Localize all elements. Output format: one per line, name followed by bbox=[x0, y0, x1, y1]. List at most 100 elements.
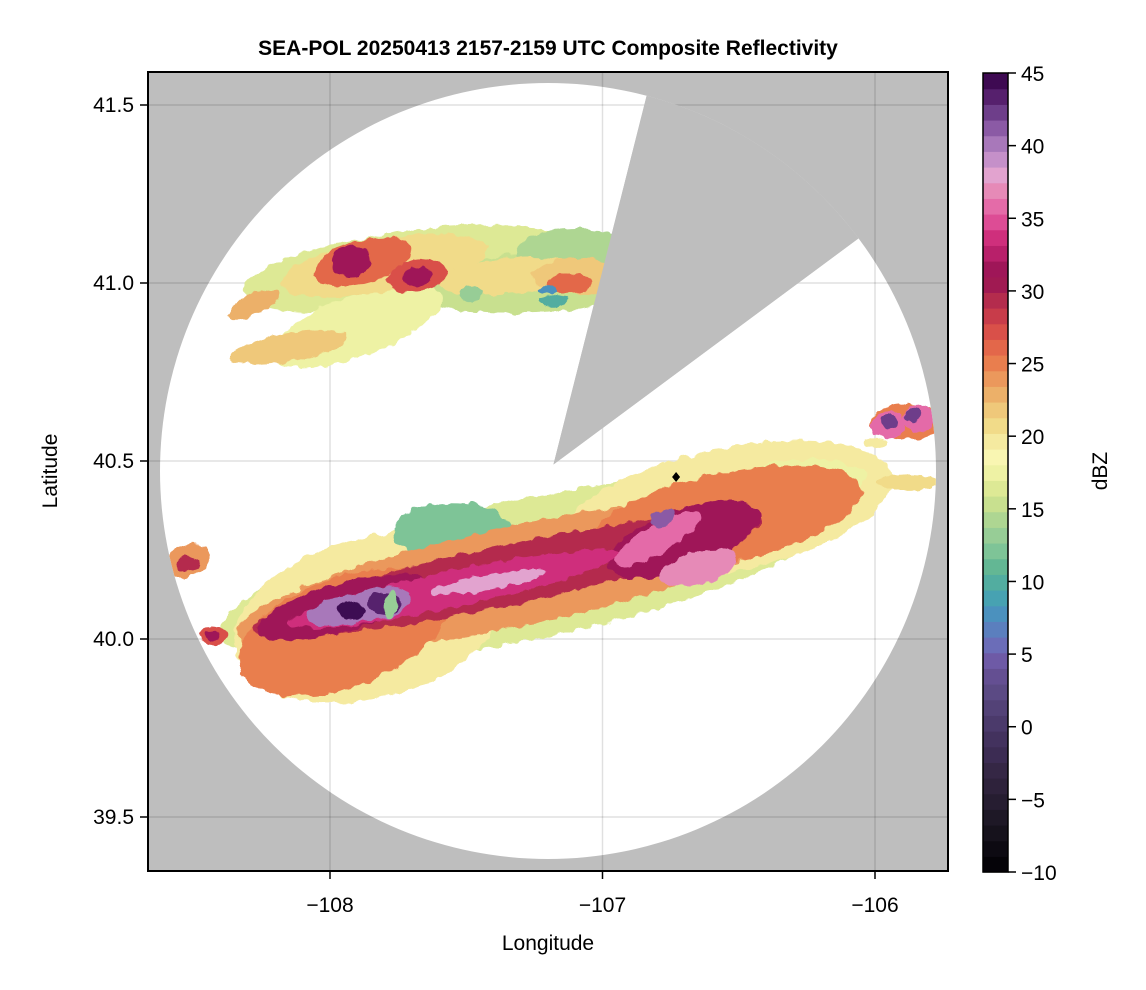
colorbar-band bbox=[983, 543, 1008, 560]
echo-cell bbox=[863, 438, 887, 449]
colorbar-band bbox=[983, 73, 1008, 90]
y-tick-label: 41.0 bbox=[93, 272, 134, 295]
colorbar-tick-label: 25 bbox=[1021, 354, 1044, 377]
colorbar-band bbox=[983, 449, 1008, 466]
colorbar-band bbox=[983, 527, 1008, 544]
x-axis-label: Longitude bbox=[502, 932, 594, 955]
colorbar-band bbox=[983, 135, 1008, 152]
plot-area bbox=[148, 72, 948, 871]
colorbar-band bbox=[983, 762, 1008, 779]
echo-cell bbox=[880, 414, 897, 429]
colorbar-tick-label: −5 bbox=[1021, 789, 1045, 812]
colorbar-band bbox=[983, 104, 1008, 121]
colorbar-band bbox=[983, 731, 1008, 748]
colorbar-band bbox=[983, 229, 1008, 246]
colorbar-tick-label: 20 bbox=[1021, 426, 1044, 449]
colorbar-band bbox=[983, 167, 1008, 184]
echo-cell bbox=[227, 289, 280, 320]
colorbar-tick-label: 10 bbox=[1021, 571, 1044, 594]
echo-cell bbox=[459, 285, 484, 302]
echo-cell bbox=[428, 568, 548, 596]
colorbar-tick-label: 5 bbox=[1021, 644, 1033, 667]
colorbar-band bbox=[983, 825, 1008, 842]
colorbar-tick-label: 40 bbox=[1021, 136, 1044, 159]
colorbar-band bbox=[983, 684, 1008, 701]
y-tick-label: 39.5 bbox=[93, 806, 134, 829]
echo-cell bbox=[539, 294, 568, 307]
colorbar-ticks: −10 −5 0 5 10 15 20 25 30 35 40 45 bbox=[1008, 63, 1057, 885]
echo-cell bbox=[613, 511, 701, 568]
colorbar-band bbox=[983, 778, 1008, 795]
y-axis-label: Latitude bbox=[39, 434, 62, 509]
colorbar-tick-label: 30 bbox=[1021, 281, 1044, 304]
colorbar-frame bbox=[982, 72, 1009, 873]
y-axis: 39.5 40.0 40.5 41.0 41.5 bbox=[93, 94, 148, 829]
echo-cell bbox=[331, 245, 372, 278]
colorbar-band bbox=[983, 276, 1008, 293]
colorbar-band bbox=[983, 386, 1008, 403]
echo-cell bbox=[382, 589, 398, 618]
colorbar-band bbox=[983, 637, 1008, 654]
colorbar-band bbox=[983, 323, 1008, 340]
colorbar-tick-label: 35 bbox=[1021, 208, 1044, 231]
colorbar-band bbox=[983, 793, 1008, 810]
x-tick-label: −106 bbox=[851, 894, 898, 917]
colorbar-band bbox=[983, 668, 1008, 685]
radar-site-marker bbox=[672, 472, 681, 483]
colorbar-band bbox=[983, 496, 1008, 513]
colorbar-band bbox=[983, 417, 1008, 434]
echo-cell bbox=[403, 265, 432, 286]
echo-cell bbox=[337, 600, 366, 621]
echo-cell bbox=[204, 630, 221, 641]
colorbar-label: dBZ bbox=[1089, 452, 1112, 491]
colorbar-band bbox=[983, 746, 1008, 763]
colorbar-tick-label: 45 bbox=[1021, 63, 1044, 86]
colorbar-band bbox=[983, 402, 1008, 419]
y-tick-label: 41.5 bbox=[93, 94, 134, 117]
plot-frame bbox=[147, 71, 949, 872]
colorbar-band bbox=[983, 433, 1008, 450]
colorbar-band bbox=[983, 339, 1008, 356]
colorbar-band bbox=[983, 574, 1008, 591]
echo-cell bbox=[229, 329, 349, 365]
colorbar-band bbox=[983, 652, 1008, 669]
colorbar-band bbox=[983, 621, 1008, 638]
colorbar-band bbox=[983, 699, 1008, 716]
colorbar bbox=[982, 72, 1009, 873]
colorbar-band bbox=[983, 856, 1008, 873]
echo-cell bbox=[875, 474, 936, 491]
y-tick-label: 40.5 bbox=[93, 450, 134, 473]
echo-cell bbox=[659, 549, 737, 587]
colorbar-band bbox=[983, 198, 1008, 215]
colorbar-band bbox=[983, 214, 1008, 231]
colorbar-tick-label: 15 bbox=[1021, 499, 1044, 522]
colorbar-band bbox=[983, 464, 1008, 481]
colorbar-band bbox=[983, 88, 1008, 105]
echo-cell bbox=[650, 509, 675, 527]
colorbar-band bbox=[983, 245, 1008, 262]
colorbar-band bbox=[983, 292, 1008, 309]
blocked-sector-overlay bbox=[553, 83, 936, 465]
colorbar-band bbox=[983, 151, 1008, 168]
colorbar-band bbox=[983, 120, 1008, 137]
echo-cell bbox=[547, 273, 592, 293]
colorbar-band bbox=[983, 590, 1008, 607]
colorbar-band bbox=[983, 370, 1008, 387]
colorbar-band bbox=[983, 355, 1008, 372]
y-tick-label: 40.0 bbox=[93, 628, 134, 651]
x-tick-label: −107 bbox=[579, 894, 626, 917]
chart-title: SEA-POL 20250413 2157-2159 UTC Composite… bbox=[258, 37, 838, 60]
colorbar-band bbox=[983, 605, 1008, 622]
colorbar-band bbox=[983, 511, 1008, 528]
colorbar-tick-label: −10 bbox=[1021, 862, 1057, 885]
x-tick-label: −108 bbox=[306, 894, 353, 917]
colorbar-band bbox=[983, 558, 1008, 575]
echo-cell bbox=[176, 556, 201, 573]
colorbar-tick-label: 0 bbox=[1021, 717, 1033, 740]
reflectivity-field bbox=[166, 224, 936, 723]
echo-cell bbox=[538, 286, 558, 295]
colorbar-band bbox=[983, 182, 1008, 199]
echo-cell bbox=[904, 407, 923, 422]
colorbar-band bbox=[983, 480, 1008, 497]
